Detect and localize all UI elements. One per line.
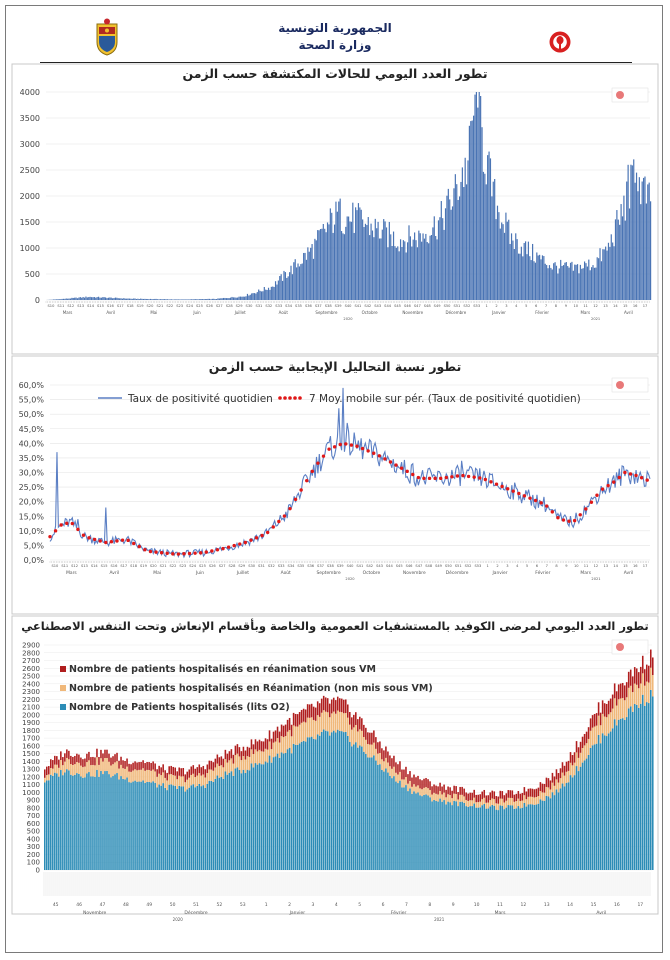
- ministry-logo: [549, 31, 571, 53]
- header-divider: [40, 62, 632, 63]
- page-frame: [5, 5, 663, 953]
- ministry-label: وزارة الصحة: [298, 38, 372, 52]
- header: الجمهورية التونسية وزارة الصحة: [0, 0, 670, 60]
- coat-of-arms-logo: [96, 18, 118, 56]
- republic-label: الجمهورية التونسية: [278, 21, 392, 35]
